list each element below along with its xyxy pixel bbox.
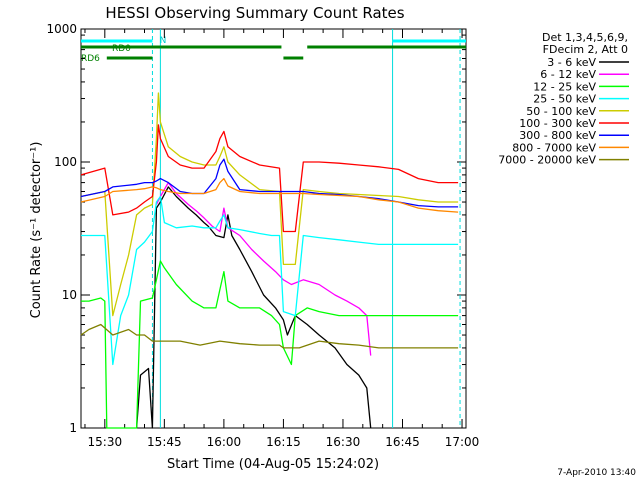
- legend-label: 300 - 800 keV: [519, 129, 596, 142]
- x-tick-label: 17:00: [445, 435, 480, 449]
- n-marker-label: N: [160, 36, 167, 46]
- legend-label: 6 - 12 keV: [540, 68, 596, 81]
- y-tick-label: 100: [54, 155, 77, 169]
- x-axis-label: Start Time (04-Aug-05 15:24:02): [167, 457, 379, 472]
- x-tick-label: 16:45: [385, 435, 420, 449]
- series-line-2: [81, 260, 459, 429]
- legend-label: 12 - 25 keV: [533, 80, 596, 93]
- legend-label: 25 - 50 keV: [533, 93, 596, 106]
- legend-header-line1: Det 1,3,4,5,6,9,: [542, 31, 628, 44]
- x-tick-label: 15:45: [147, 435, 182, 449]
- legend-label: 800 - 7000 keV: [512, 141, 596, 154]
- series-line-8: [80, 323, 459, 349]
- legend-label: 50 - 100 keV: [526, 105, 596, 118]
- legend-header-line2: FDecim 2, Att 0: [543, 43, 628, 56]
- legend-label: 100 - 300 keV: [519, 117, 596, 130]
- y-axis-label: Count Rate (s⁻¹ detector⁻¹): [29, 142, 44, 319]
- series-line-5: [80, 124, 459, 233]
- legend-label: 7000 - 20000 keV: [498, 154, 596, 167]
- plot-frame: [80, 28, 467, 429]
- x-tick-label: 16:00: [207, 435, 242, 449]
- y-tick-label: 10: [62, 288, 77, 302]
- series-line-3: [81, 195, 459, 366]
- legend-label: 3 - 6 keV: [547, 56, 596, 69]
- y-tick-label: 1000: [46, 22, 77, 36]
- x-tick-label: 16:15: [266, 435, 301, 449]
- series-line-7: [80, 177, 459, 213]
- series-line-0: [135, 186, 372, 429]
- series-line-4: [80, 92, 459, 317]
- x-tick-label: 15:30: [88, 435, 123, 449]
- timestamp-label: 7-Apr-2010 13:40: [557, 468, 636, 478]
- rd0-label: RD0: [112, 44, 131, 54]
- x-tick-label: 16:30: [326, 435, 361, 449]
- series-line-1: [155, 181, 372, 356]
- y-tick-label: 1: [69, 421, 77, 435]
- rd6-label: RD6: [81, 54, 100, 64]
- chart-title: HESSI Observing Summary Count Rates: [105, 4, 404, 22]
